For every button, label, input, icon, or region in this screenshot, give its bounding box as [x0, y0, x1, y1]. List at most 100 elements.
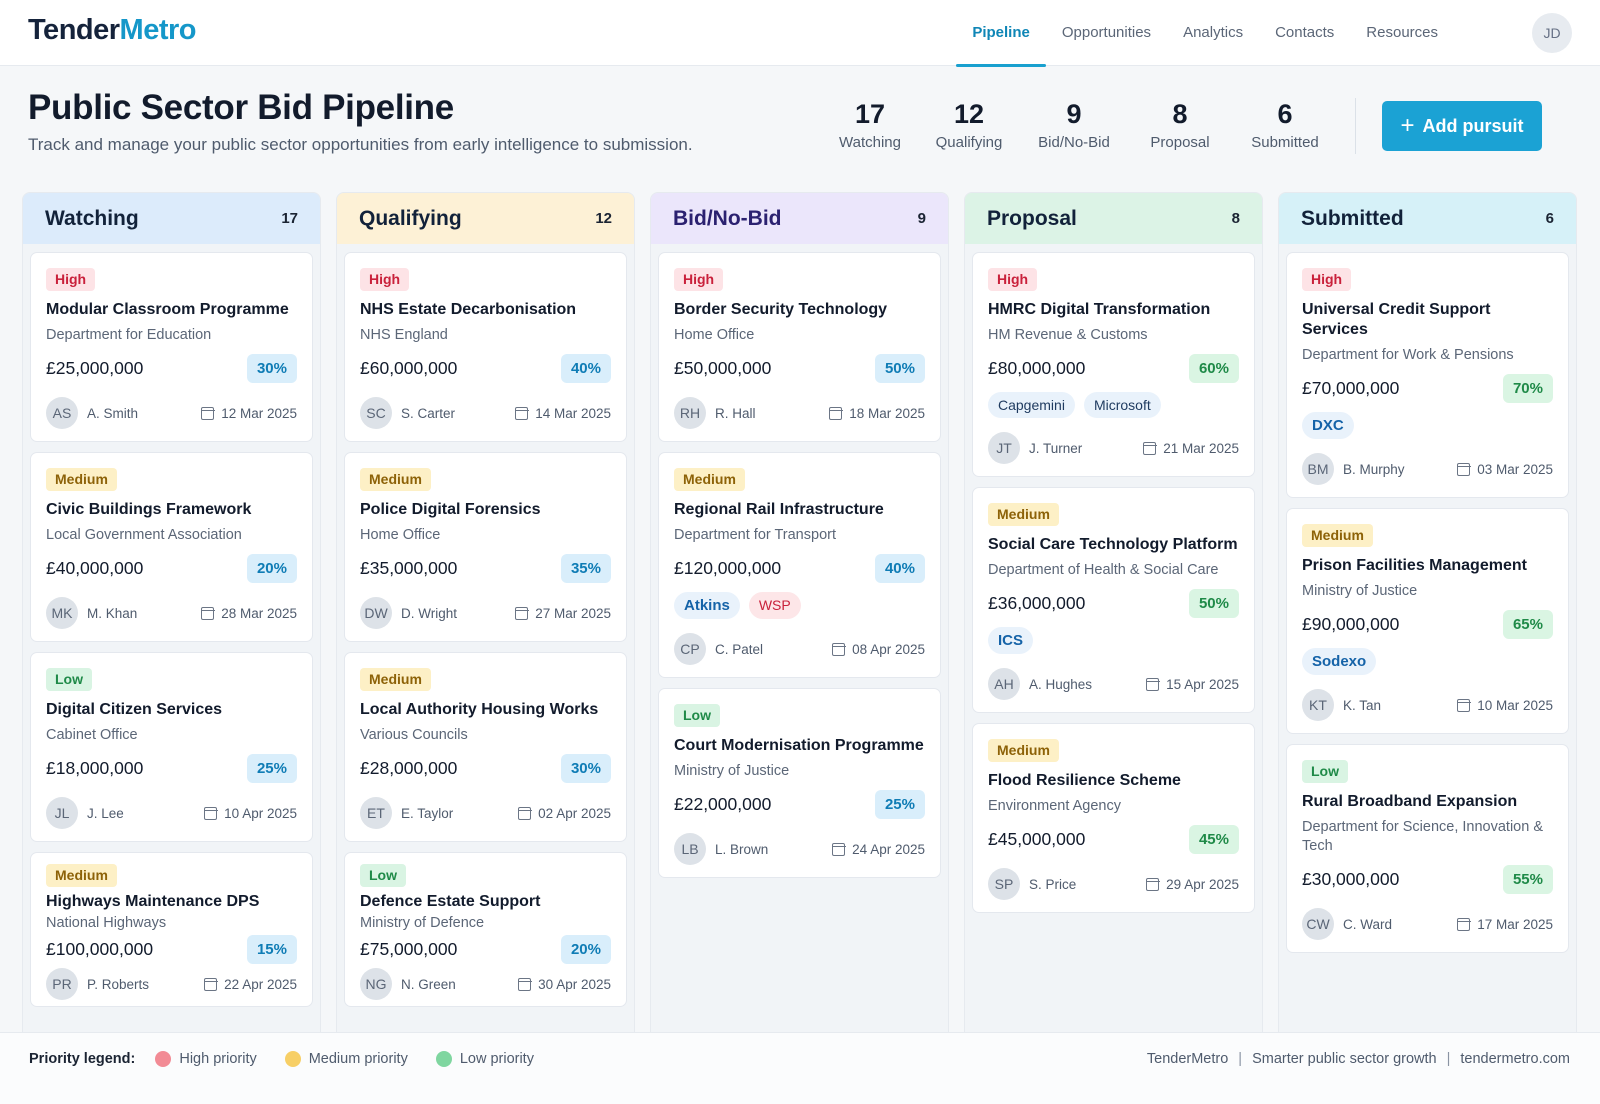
opportunity-card[interactable]: Medium Civic Buildings Framework Local Gov… [30, 452, 313, 642]
calendar-icon [517, 806, 532, 820]
opportunity-card[interactable]: Low Digital Citizen Services Cabinet Offic… [30, 652, 313, 842]
owner-name: S. Carter [401, 405, 456, 421]
opportunity-card[interactable]: Medium Highways Maintenance DPS National H… [30, 852, 313, 1007]
opportunity-card[interactable]: Low Court Modernisation Programme Ministry… [658, 688, 941, 878]
value-row: £70,000,000 70% [1302, 374, 1553, 403]
calendar-icon [203, 806, 218, 820]
partner-tag[interactable]: Capgemini [988, 392, 1075, 418]
opportunity-card[interactable]: Medium Police Digital Forensics Home Offic… [344, 452, 627, 642]
opportunity-title[interactable]: NHS Estate Decarbonisation [360, 301, 577, 318]
owner-name: N. Green [401, 976, 456, 992]
bid-owner: RH R. Hall [674, 397, 756, 429]
owner-avatar: RH [674, 397, 706, 429]
value-row: £100,000,000 15% [46, 935, 297, 964]
opportunity-title[interactable]: Regional Rail Infrastructure [674, 501, 884, 518]
opportunity-card[interactable]: Medium Regional Rail Infrastructure Depart… [658, 452, 941, 678]
opportunity-title[interactable]: Highways Maintenance DPS [46, 893, 260, 910]
page-subtitle: Track and manage your public sector oppo… [28, 135, 693, 154]
contract-value: £60,000,000 [360, 358, 458, 378]
stat-proposal: 8 Proposal [1130, 98, 1230, 151]
card-list: High Universal Credit Support Services Dep… [1279, 244, 1576, 953]
nav-item-analytics[interactable]: Analytics [1183, 24, 1244, 41]
contract-value: £90,000,000 [1302, 614, 1400, 634]
stat-count: 6 [1277, 99, 1293, 129]
partner-tag[interactable]: WSP [748, 592, 801, 619]
nav-item-opportunities[interactable]: Opportunities [1061, 24, 1152, 41]
owner-name: D. Wright [401, 605, 458, 621]
priority-badge: High [1302, 268, 1352, 291]
opportunity-title[interactable]: Court Modernisation Programme [674, 737, 924, 754]
app-logo[interactable]: TenderMetro [28, 14, 197, 47]
nav-item-contacts[interactable]: Contacts [1275, 24, 1335, 41]
contract-value: £35,000,000 [360, 558, 458, 578]
opportunity-title[interactable]: Modular Classroom Programme [46, 301, 289, 318]
partner-tag[interactable]: ICS [988, 627, 1034, 654]
opportunity-title[interactable]: Rural Broadband Expansion [1302, 793, 1518, 810]
legend-dot-icon [435, 1051, 452, 1067]
opportunity-card[interactable]: Low Rural Broadband Expansion Department f… [1286, 744, 1569, 953]
opportunity-card[interactable]: Low Defence Estate Support Ministry of Def… [344, 852, 627, 1007]
buyer-organisation: Home Office [674, 327, 755, 343]
card-footer: ET E. Taylor 02 Apr 2025 [360, 783, 611, 841]
due-date-text: 14 Mar 2025 [535, 405, 611, 421]
value-row: £120,000,000 40% [674, 554, 925, 583]
win-probability-badge: 25% [246, 754, 297, 783]
opportunity-card[interactable]: High NHS Estate Decarbonisation NHS Englan… [344, 252, 627, 442]
opportunity-title[interactable]: Defence Estate Support [360, 893, 541, 910]
opportunity-card[interactable]: Medium Local Authority Housing Works Vario… [344, 652, 627, 842]
buyer-organisation: Department for Work & Pensions [1302, 347, 1514, 363]
add-pursuit-button[interactable]: + Add pursuit [1382, 101, 1542, 151]
partner-tags: Capgemini Microsoft [988, 392, 1239, 418]
nav-item-resources[interactable]: Resources [1366, 24, 1438, 41]
owner-avatar: AH [988, 668, 1020, 700]
opportunity-title[interactable]: Social Care Technology Platform [988, 536, 1238, 553]
stat-qualifying: 12 Qualifying [920, 98, 1018, 151]
owner-avatar: BM [1302, 453, 1334, 485]
legend-item-high-priority: High priority [155, 1051, 257, 1067]
opportunity-card[interactable]: High Modular Classroom Programme Departmen… [30, 252, 313, 442]
opportunity-title[interactable]: Digital Citizen Services [46, 701, 223, 718]
logo-text-part1: Tender [28, 14, 120, 46]
calendar-icon [1145, 877, 1160, 891]
card-footer: JT J. Turner 21 Mar 2025 [988, 418, 1239, 476]
column-submitted: Submitted 6 High Universal Credit Support S… [1278, 192, 1577, 1032]
calendar-icon [514, 406, 529, 420]
opportunity-card[interactable]: Medium Flood Resilience Scheme Environment… [972, 723, 1255, 913]
opportunity-title[interactable]: Police Digital Forensics [360, 501, 541, 518]
opportunity-card[interactable]: Medium Prison Facilities Management Minist… [1286, 508, 1569, 734]
win-probability-badge: 40% [874, 554, 925, 583]
due-date: 10 Mar 2025 [1456, 698, 1553, 713]
user-avatar[interactable]: JD [1532, 13, 1572, 53]
stat-count: 9 [1066, 99, 1082, 129]
partner-tag[interactable]: DXC [1302, 412, 1354, 439]
opportunity-card[interactable]: High Universal Credit Support Services Dep… [1286, 252, 1569, 498]
opportunity-card[interactable]: High Border Security Technology Home Offic… [658, 252, 941, 442]
opportunity-card[interactable]: Medium Social Care Technology Platform Dep… [972, 487, 1255, 713]
column-header: Proposal 8 [965, 193, 1262, 244]
opportunity-title[interactable]: Civic Buildings Framework [46, 501, 252, 518]
partner-tag[interactable]: Atkins [674, 592, 740, 619]
due-date-text: 22 Apr 2025 [224, 976, 297, 992]
owner-name: K. Tan [1343, 697, 1382, 713]
win-probability-badge: 25% [874, 790, 925, 819]
card-footer: PR P. Roberts 22 Apr 2025 [46, 964, 297, 1006]
page-footer: Priority legend: High priority Medium pri… [0, 1032, 1600, 1104]
partner-tag[interactable]: Sodexo [1302, 648, 1377, 675]
opportunity-title[interactable]: Border Security Technology [674, 301, 888, 318]
nav-item-pipeline[interactable]: Pipeline [956, 0, 1046, 67]
owner-avatar: PR [46, 968, 78, 1000]
opportunity-title[interactable]: Flood Resilience Scheme [988, 772, 1181, 789]
opportunity-card[interactable]: High HMRC Digital Transformation HM Revenu… [972, 252, 1255, 477]
footer-website-link[interactable]: tendermetro.com [1460, 1051, 1570, 1067]
due-date: 03 Mar 2025 [1456, 462, 1553, 477]
due-date-text: 08 Apr 2025 [852, 641, 925, 657]
opportunity-title[interactable]: HMRC Digital Transformation [988, 301, 1211, 318]
partner-tag[interactable]: Microsoft [1083, 392, 1161, 418]
opportunity-title[interactable]: Prison Facilities Management [1302, 557, 1527, 574]
win-probability-badge: 15% [246, 935, 297, 964]
calendar-icon [828, 406, 843, 420]
opportunity-title[interactable]: Universal Credit Support Services [1302, 301, 1491, 338]
bid-owner: JT J. Turner [988, 432, 1082, 464]
calendar-icon [1145, 677, 1160, 691]
opportunity-title[interactable]: Local Authority Housing Works [360, 701, 599, 718]
